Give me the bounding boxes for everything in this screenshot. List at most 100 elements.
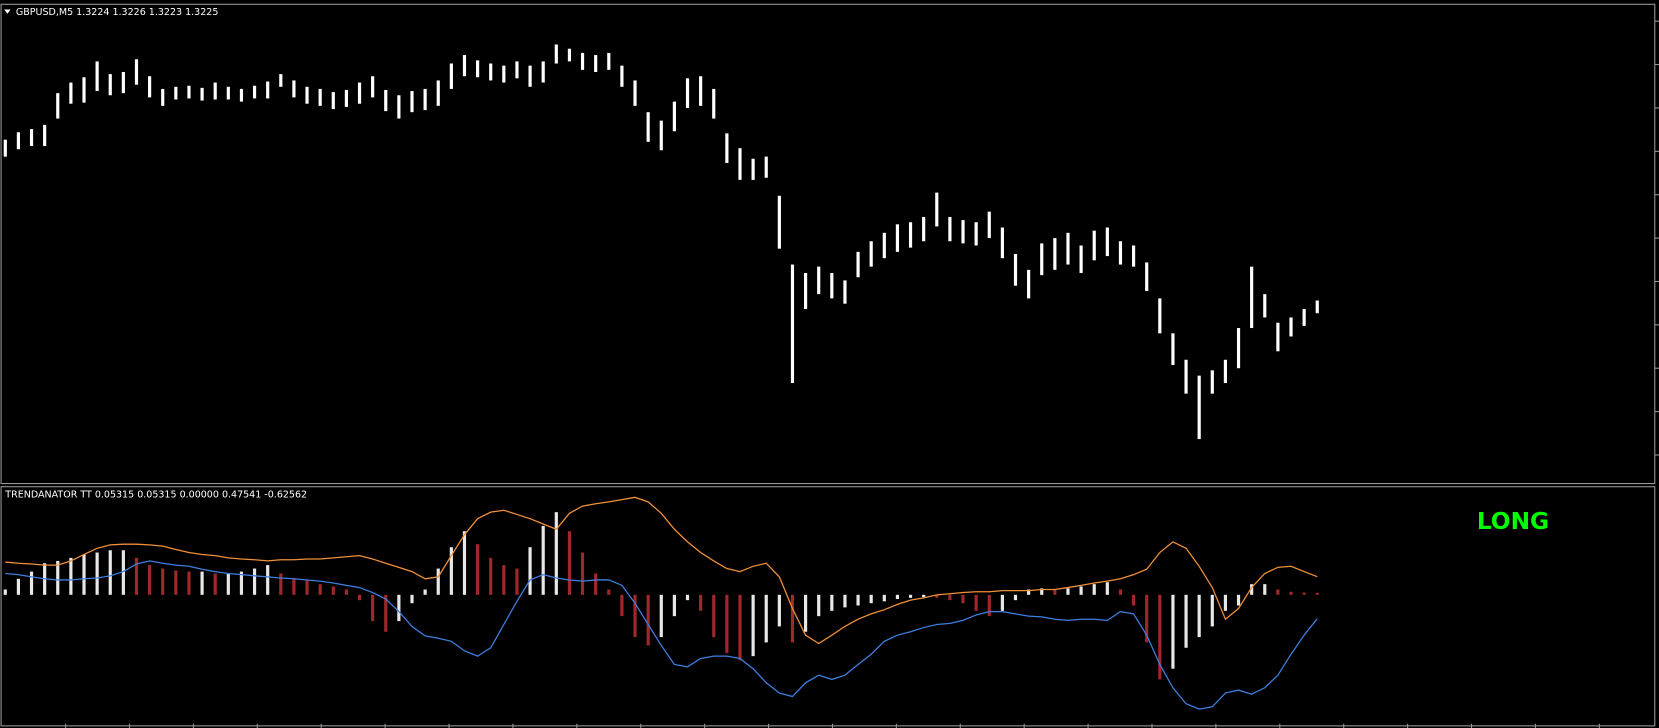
histogram-bar [3, 589, 7, 595]
histogram-bar [659, 594, 663, 638]
price-bar [82, 77, 86, 103]
histogram-bar [843, 594, 847, 608]
price-bar [607, 52, 611, 70]
price-bar [1276, 322, 1280, 352]
symbol-label: GBPUSD,M5 1.3224 1.3226 1.3223 1.3225 [16, 7, 219, 18]
price-bar [1118, 241, 1123, 265]
price-bar [344, 89, 348, 107]
histogram-bar [712, 594, 716, 638]
price-bar [922, 216, 926, 242]
price-bar [515, 61, 519, 79]
price-bar [213, 82, 217, 100]
price-bar [1197, 375, 1201, 440]
histogram-bar [384, 594, 388, 632]
price-bar [1184, 359, 1188, 394]
price-bar [1040, 243, 1044, 276]
histogram-bar [1276, 589, 1280, 595]
histogram-bar [830, 594, 834, 611]
price-bar [1236, 328, 1241, 369]
price-bar [856, 251, 860, 278]
histogram-bar [541, 525, 545, 595]
price-bar [1289, 317, 1293, 337]
histogram-bar [187, 571, 191, 595]
histogram-bar [895, 594, 900, 600]
price-bar [305, 86, 309, 104]
price-bar [843, 280, 847, 304]
price-bar [1210, 370, 1214, 394]
histogram-bar [817, 594, 821, 617]
price-bar [633, 80, 637, 106]
price-bar [908, 222, 913, 248]
histogram-bar [502, 565, 506, 595]
histogram-bar [554, 512, 558, 595]
price-bar [69, 82, 73, 104]
price-bar [43, 124, 47, 147]
histogram-bar [1250, 584, 1254, 595]
price-bar [594, 55, 598, 72]
histogram-bar [108, 550, 112, 595]
histogram-bar [974, 594, 978, 611]
histogram-bar [908, 594, 913, 598]
histogram-bar [134, 557, 139, 595]
price-bar [397, 95, 401, 119]
price-bar [449, 63, 453, 89]
histogram-bar [148, 565, 152, 595]
histogram-bar [489, 557, 493, 595]
histogram-bar [82, 554, 86, 595]
price-bar [252, 85, 257, 99]
histogram-bar [948, 594, 952, 601]
price-bar [725, 133, 729, 163]
histogram-bar [1158, 594, 1162, 680]
price-bar [830, 273, 834, 299]
menu-arrow[interactable] [4, 9, 11, 14]
price-bar [56, 93, 60, 119]
price-bar [1092, 230, 1096, 261]
price-bar [1171, 333, 1175, 366]
histogram-bar [1079, 586, 1083, 595]
histogram-bar [161, 568, 165, 595]
price-bar [423, 88, 427, 111]
histogram-bar [397, 594, 401, 622]
price-bar [266, 81, 270, 99]
histogram-bar [777, 594, 781, 627]
histogram-bar [764, 594, 768, 643]
price-bar [148, 76, 152, 98]
price-bar [1250, 266, 1254, 329]
price-bar [764, 156, 768, 178]
price-bar [712, 88, 716, 119]
indicator-line [5, 496, 1318, 645]
histogram-bar [69, 557, 73, 595]
histogram-bar [804, 594, 808, 632]
price-bar [580, 52, 585, 70]
histogram-bar [869, 594, 873, 604]
histogram-bar [1171, 594, 1175, 669]
price-bar [1105, 227, 1109, 257]
histogram-bar [1210, 594, 1214, 627]
histogram-bar [1263, 584, 1267, 595]
price-bar [817, 266, 821, 295]
histogram-bar [567, 531, 572, 595]
price-bar [187, 85, 191, 99]
price-bar [738, 148, 742, 180]
price-bar [1158, 298, 1162, 334]
price-bar [790, 264, 795, 384]
price-bar [1223, 359, 1228, 384]
histogram-bar [699, 594, 703, 611]
histogram-bar [423, 589, 427, 595]
price-bar [476, 60, 480, 78]
histogram-bar [1027, 589, 1031, 595]
histogram-bar [1118, 589, 1123, 595]
histogram-bar [1236, 594, 1241, 606]
histogram-bar [515, 568, 519, 595]
histogram-bar [1197, 594, 1201, 638]
indicator-line [5, 560, 1318, 710]
histogram-bar [882, 594, 886, 602]
histogram-bar [226, 573, 230, 595]
price-bar [961, 220, 965, 244]
histogram-bar [200, 571, 204, 595]
price-bar [882, 232, 886, 259]
price-bar [462, 55, 467, 77]
price-bar [95, 61, 99, 92]
histogram-bar [305, 579, 309, 595]
price-bar [948, 216, 952, 242]
